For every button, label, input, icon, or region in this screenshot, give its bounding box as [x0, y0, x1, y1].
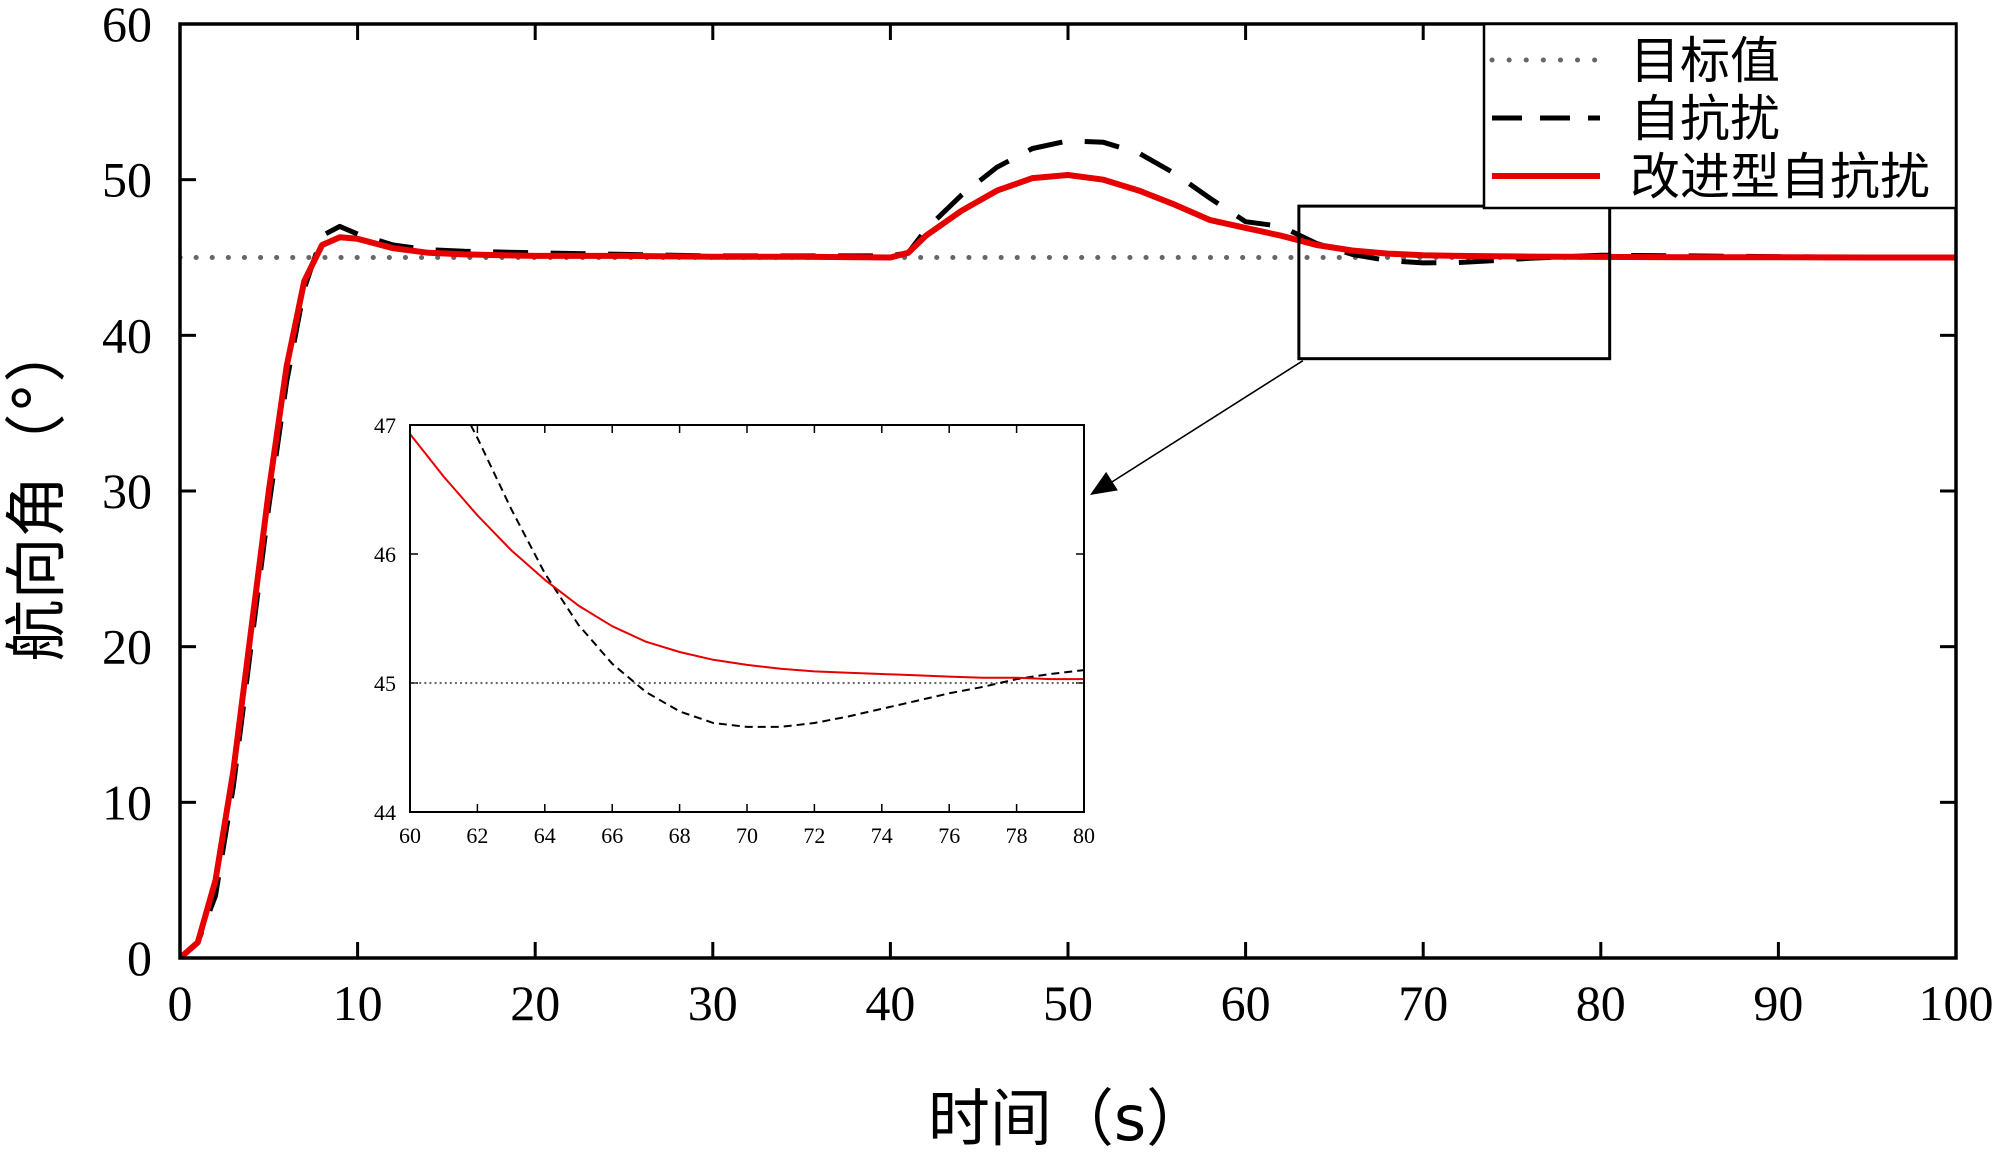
inset-x-tick-label-5: 70 [736, 823, 758, 848]
zoom-arrow-head [1090, 471, 1118, 495]
main-y-tick-label-2: 20 [102, 619, 152, 675]
legend-label-0: 目标值 [1630, 32, 1780, 90]
inset-y-tick-label-3: 47 [374, 413, 396, 438]
inset-plot: 60 62 64 66 68 70 72 74 76 78 80 44 45 46 47 [374, 413, 1095, 848]
inset-series-line-2 [410, 433, 1084, 681]
inset-y-tick-label-0: 44 [374, 800, 396, 825]
main-x-tick-label-6: 60 [1221, 975, 1271, 1031]
zoom-box [1297, 204, 1612, 361]
inset-x-tick-label-9: 78 [1006, 823, 1028, 848]
inset-x-tick-label-8: 76 [938, 823, 960, 848]
main-y-tick-label-6: 60 [102, 0, 152, 52]
inset-x-tick-label-6: 72 [803, 823, 825, 848]
main-y-axis-label: 航向角（°） [0, 320, 73, 661]
main-x-tick-label-0: 0 [168, 975, 193, 1031]
main-plot-frame [178, 22, 1958, 960]
inset-x-tick-label-0: 60 [399, 823, 421, 848]
main-x-tick-label-3: 30 [688, 975, 738, 1031]
inset-x-tick-label-1: 62 [466, 823, 488, 848]
main-y-tick-label-5: 50 [102, 152, 152, 208]
main-x-tick-label-7: 70 [1398, 975, 1448, 1031]
inset-y-tick-label-1: 45 [374, 671, 396, 696]
main-x-tick-label-9: 90 [1753, 975, 1803, 1031]
main-x-tick-label-4: 40 [865, 975, 915, 1031]
main-x-tick-label-10: 100 [1919, 975, 1994, 1031]
inset-y-tick-label-2: 46 [374, 542, 396, 567]
inset-x-tick-label-4: 68 [669, 823, 691, 848]
main-x-tick-label-2: 20 [510, 975, 560, 1031]
main-series-line-2 [180, 172, 1956, 958]
zoom-connector [1090, 360, 1304, 495]
legend-label-2: 改进型自抗扰 [1630, 148, 1930, 206]
inset-x-tick-label-7: 74 [871, 823, 893, 848]
main-x-tick-label-5: 50 [1043, 975, 1093, 1031]
inset-plot-frame [409, 424, 1085, 813]
inset-series-line-1 [469, 425, 1084, 728]
legend-label-1: 自抗扰 [1630, 90, 1780, 148]
main-x-tick-label-1: 10 [333, 975, 383, 1031]
inset-background [410, 425, 1084, 812]
main-x-tick-label-8: 80 [1576, 975, 1626, 1031]
inset-x-tick-label-3: 66 [601, 823, 623, 848]
zoom-arrow-line [1103, 360, 1304, 488]
inset-x-tick-label-2: 64 [534, 823, 556, 848]
main-y-tick-label-1: 10 [102, 774, 152, 830]
main-y-tick-label-0: 0 [127, 930, 152, 986]
main-y-tick-label-4: 40 [102, 307, 152, 363]
main-x-axis-label: 时间（s） [928, 1082, 1208, 1155]
main-y-tick-label-3: 30 [102, 463, 152, 519]
inset-x-tick-label-10: 80 [1073, 823, 1095, 848]
